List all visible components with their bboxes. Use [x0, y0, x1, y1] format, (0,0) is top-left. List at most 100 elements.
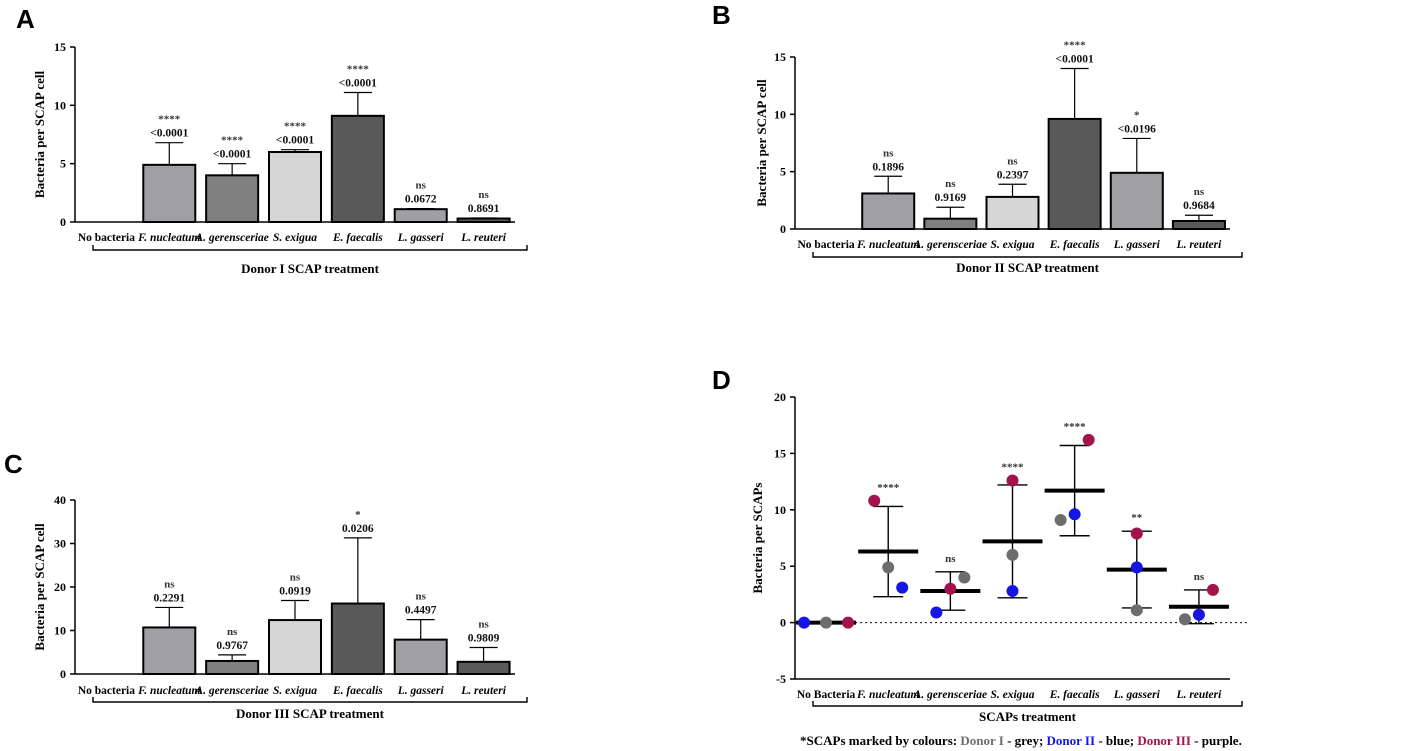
- panel-b-x-bracket: [812, 252, 1243, 258]
- panel-a-category-label: F. nucleatum: [137, 232, 200, 244]
- panel-b-y-axis-title: Bacteria per SCAP cell: [754, 79, 769, 207]
- colour-legend-colour-word: - grey;: [1004, 733, 1047, 748]
- panel-c-bar: [330, 602, 385, 676]
- panel-c-category-label: E. faecalis: [332, 685, 383, 697]
- panel-c-x-bracket: [92, 697, 528, 703]
- panel-d-y-tick-label: 0: [780, 616, 786, 630]
- panel-b-significance: ns: [945, 178, 956, 190]
- panel-d-y-tick-label: 20: [774, 390, 786, 404]
- panel-b-bar: [1109, 171, 1164, 231]
- panel-c-category-label: L. reuteri: [460, 685, 507, 697]
- panel-d-x-bracket: [812, 701, 1243, 707]
- panel-d-data-point: [1006, 548, 1019, 561]
- panel-b-bar: [1171, 219, 1226, 230]
- panel-b-significance: ns: [1007, 155, 1018, 167]
- panel-b-y-tick-label: 15: [774, 50, 786, 64]
- panel-d-data-point: [944, 582, 957, 595]
- panel-d-data-point: [958, 571, 971, 584]
- panel-b-p-value: 0.9684: [1183, 200, 1215, 212]
- panel-b-p-value: <0.0196: [1118, 123, 1156, 135]
- panel-b-letter: B: [712, 0, 731, 30]
- panel-a-bar: [393, 208, 448, 224]
- panel-d-significance: ****: [1064, 421, 1087, 433]
- panel-d-category-label: No Bacteria: [797, 689, 856, 701]
- panel-b-significance: ns: [883, 147, 894, 159]
- panel-b-category-label: S. exigua: [990, 239, 1034, 251]
- panel-d-letter: D: [712, 365, 731, 395]
- panel-d-category-label: L. reuteri: [1176, 689, 1223, 701]
- panel-d-y-tick-label: 15: [774, 446, 786, 460]
- panel-b-category-label: E. faecalis: [1049, 239, 1100, 251]
- panel-d-data-point: [930, 606, 943, 619]
- panel-a-x-bracket: [92, 245, 528, 251]
- panel-b-category-label: L. gasseri: [1113, 239, 1161, 251]
- panel-d-data-point: [1206, 583, 1219, 596]
- panel-c-x-axis-title: Donor III SCAP treatment: [236, 706, 385, 721]
- panel-a-category-label: L. gasseri: [397, 232, 445, 244]
- panel-d-significance: ****: [1002, 461, 1025, 473]
- panel-b-y-tick-label: 0: [780, 222, 786, 236]
- panel-c-significance: ns: [290, 571, 301, 583]
- panel-d-significance: ns: [1194, 571, 1205, 583]
- panel-d-data-point: [1006, 585, 1019, 598]
- panel-d-data-point: [896, 581, 909, 594]
- panel-d-data-point: [1130, 604, 1143, 617]
- panel-c-category-label: L. gasseri: [397, 685, 445, 697]
- panel-c-p-value: 0.4497: [405, 605, 437, 617]
- panel-c-bar: [268, 619, 322, 675]
- panel-d-data-point: [820, 616, 833, 629]
- panel-a-bar: [268, 151, 322, 223]
- panel-d-y-tick-label: -5: [776, 672, 786, 686]
- panel-a-significance: ****: [221, 135, 244, 147]
- panel-a-p-value: 0.8691: [468, 203, 500, 215]
- panel-a-p-value: <0.0001: [339, 78, 377, 90]
- panel-c-significance: *: [355, 509, 361, 521]
- panel-b-p-value: 0.1896: [872, 161, 904, 173]
- panel-c-p-value: 0.9809: [468, 632, 500, 644]
- panel-c-y-tick-label: 20: [54, 580, 66, 594]
- panel-b-y-tick-label: 5: [780, 165, 786, 179]
- panel-c-bar: [456, 660, 511, 676]
- panel-c-category-label: A. gerensceriae: [194, 685, 268, 697]
- panel-c-bar: [393, 638, 448, 676]
- colour-legend-colour-word: - blue;: [1095, 733, 1137, 748]
- panel-b-category-label: No bacteria: [797, 239, 854, 251]
- panel-d-category-label: A. gerensceriae: [913, 689, 987, 701]
- colour-legend-donor-name: Donor II: [1047, 733, 1096, 748]
- panel-a-p-value: <0.0001: [276, 135, 314, 147]
- panel-b-y-tick-label: 10: [774, 107, 786, 121]
- panel-c-significance: ns: [164, 578, 175, 590]
- panel-d-category-label: L. gasseri: [1113, 689, 1161, 701]
- panel-d-data-point: [868, 494, 881, 507]
- panel-b-p-value: 0.9169: [935, 192, 967, 204]
- panel-d-y-tick-label: 10: [774, 503, 786, 517]
- colour-legend-donor-name: Donor I: [960, 733, 1003, 748]
- panel-a-category-label: E. faecalis: [332, 232, 383, 244]
- panel-c-significance: ns: [227, 626, 238, 638]
- panel-c-y-tick-label: 40: [54, 493, 66, 507]
- panel-d-significance: ****: [877, 482, 900, 494]
- panel-d-significance: ns: [945, 553, 956, 565]
- panel-a-bar: [142, 163, 197, 223]
- panel-a-significance: ns: [478, 189, 489, 201]
- panel-d-data-point: [1068, 508, 1081, 521]
- panel-c-p-value: 0.0919: [279, 585, 311, 597]
- panel-b-category-label: A. gerensceriae: [913, 239, 987, 251]
- panel-c-bar: [205, 659, 260, 676]
- panel-c-category-label: F. nucleatum: [137, 685, 200, 697]
- panel-d-data-point: [1006, 474, 1019, 487]
- panel-b-x-axis-title: Donor II SCAP treatment: [956, 260, 1100, 275]
- panel-c-category-label: No bacteria: [78, 685, 135, 697]
- panel-d-data-point: [1082, 433, 1095, 446]
- panel-b-category-label: L. reuteri: [1176, 239, 1223, 251]
- panel-c-p-value: 0.9767: [216, 640, 248, 652]
- panel-a-bar: [205, 174, 260, 223]
- panel-c-category-label: S. exigua: [273, 685, 317, 697]
- panel-c-p-value: 0.2291: [153, 592, 185, 604]
- panel-c-y-axis-title: Bacteria per SCAP cell: [32, 523, 47, 651]
- panel-d-category-label: S. exigua: [990, 689, 1034, 701]
- panel-a-y-tick-label: 10: [54, 98, 66, 112]
- panel-a-p-value: 0.0672: [405, 194, 437, 206]
- panel-d-x-axis-title: SCAPs treatment: [979, 709, 1077, 724]
